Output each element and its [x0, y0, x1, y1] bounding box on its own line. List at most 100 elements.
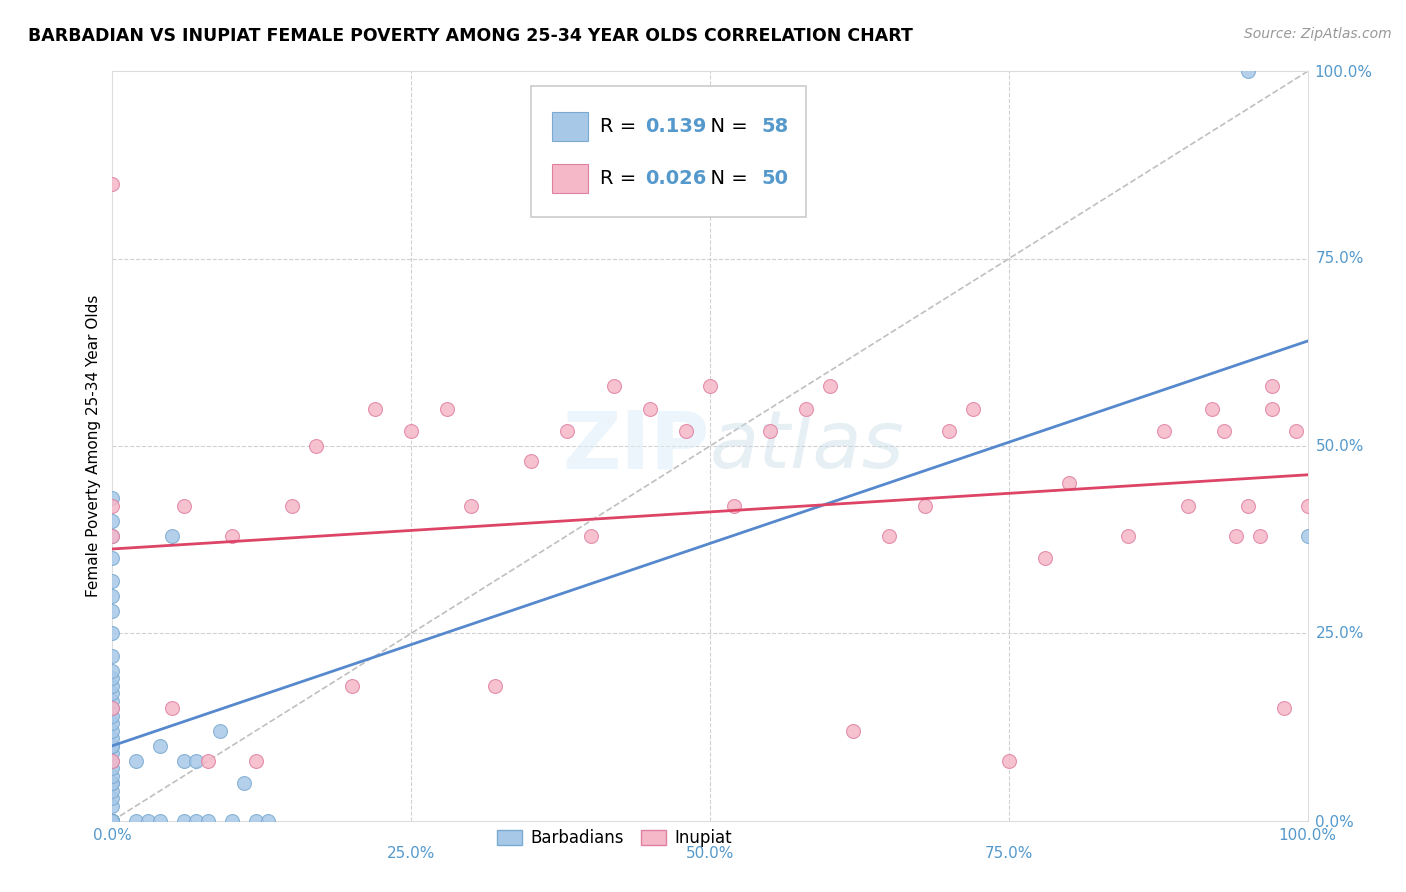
Point [101, 701, 124, 715]
Point [794, 401, 817, 416]
Point [173, 754, 195, 768]
Point [101, 664, 124, 678]
Text: 50.0%: 50.0% [1316, 439, 1364, 453]
Text: N =: N = [699, 169, 754, 188]
Point [101, 791, 124, 805]
Point [101, 701, 124, 715]
Point [1153, 424, 1175, 438]
Text: 25.0%: 25.0% [1316, 626, 1364, 640]
Point [101, 589, 124, 603]
FancyBboxPatch shape [553, 112, 588, 141]
Point [1237, 499, 1260, 513]
Point [723, 499, 745, 513]
Point [818, 379, 841, 393]
Point [101, 694, 124, 708]
Text: BARBADIAN VS INUPIAT FEMALE POVERTY AMONG 25-34 YEAR OLDS CORRELATION CHART: BARBADIAN VS INUPIAT FEMALE POVERTY AMON… [28, 27, 912, 45]
Point [149, 739, 172, 753]
Point [221, 529, 243, 543]
Point [162, 529, 183, 543]
Point [101, 177, 124, 191]
Point [101, 679, 124, 693]
Point [101, 754, 124, 768]
Point [101, 814, 124, 828]
Point [842, 723, 865, 738]
Point [125, 754, 148, 768]
Point [257, 814, 280, 828]
Text: ZIP: ZIP [562, 407, 710, 485]
Point [101, 739, 124, 753]
Point [209, 723, 232, 738]
Point [101, 814, 124, 828]
Point [233, 776, 256, 790]
Point [1261, 401, 1284, 416]
Point [197, 754, 219, 768]
Point [101, 814, 124, 828]
Point [101, 551, 124, 566]
Point [1177, 499, 1199, 513]
Point [305, 439, 328, 453]
Point [101, 814, 124, 828]
Point [101, 648, 124, 663]
Text: R =: R = [600, 169, 643, 188]
Point [101, 814, 124, 828]
Point [101, 514, 124, 528]
FancyBboxPatch shape [531, 87, 806, 218]
Point [101, 798, 124, 813]
Point [173, 499, 195, 513]
Point [579, 529, 602, 543]
Point [101, 574, 124, 588]
Point [101, 814, 124, 828]
FancyBboxPatch shape [553, 164, 588, 193]
Point [101, 626, 124, 640]
Point [340, 679, 363, 693]
Point [640, 401, 662, 416]
Point [101, 739, 124, 753]
Text: 50: 50 [762, 169, 789, 188]
Point [1057, 476, 1080, 491]
Point [101, 529, 124, 543]
Point [281, 499, 304, 513]
Point [1296, 529, 1319, 543]
Point [101, 814, 124, 828]
Text: R =: R = [600, 117, 643, 136]
Point [1213, 424, 1236, 438]
Point [173, 814, 195, 828]
Point [879, 529, 901, 543]
Point [699, 379, 721, 393]
Point [101, 776, 124, 790]
Point [759, 424, 782, 438]
Point [401, 424, 423, 438]
Point [1237, 64, 1260, 78]
Point [101, 761, 124, 775]
Point [101, 708, 124, 723]
Point [101, 814, 124, 828]
Point [101, 783, 124, 797]
Point [998, 754, 1021, 768]
Text: 50.0%: 50.0% [686, 846, 734, 861]
Point [1201, 401, 1223, 416]
Point [138, 814, 160, 828]
Point [101, 754, 124, 768]
Point [149, 814, 172, 828]
Y-axis label: Female Poverty Among 25-34 Year Olds: Female Poverty Among 25-34 Year Olds [86, 295, 101, 597]
Point [603, 379, 626, 393]
Point [197, 814, 219, 828]
Point [962, 401, 984, 416]
Point [675, 424, 697, 438]
Point [101, 499, 124, 513]
Point [460, 499, 482, 513]
Point [1261, 379, 1284, 393]
Point [364, 401, 387, 416]
Point [101, 814, 124, 828]
Legend: Barbadians, Inupiat: Barbadians, Inupiat [491, 822, 738, 854]
Point [125, 814, 148, 828]
Text: atlas: atlas [710, 407, 905, 485]
Point [101, 716, 124, 731]
Point [938, 424, 960, 438]
Point [1118, 529, 1140, 543]
Point [1249, 529, 1271, 543]
Point [162, 701, 183, 715]
Point [101, 731, 124, 746]
Point [101, 529, 124, 543]
Point [101, 746, 124, 760]
